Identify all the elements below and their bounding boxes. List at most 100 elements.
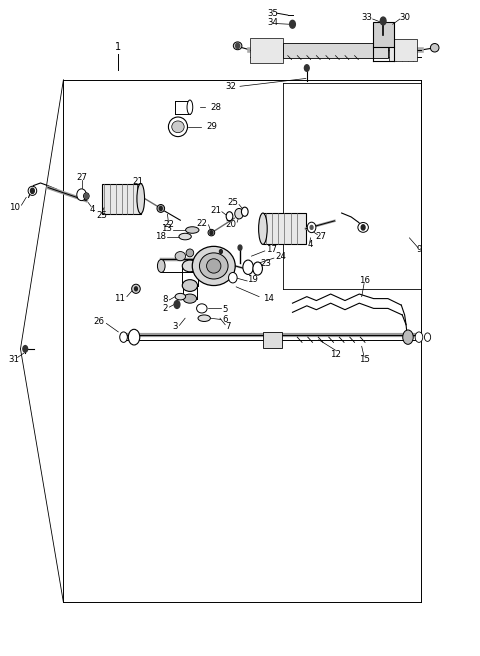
- Text: 12: 12: [330, 350, 341, 359]
- Ellipse shape: [243, 260, 253, 274]
- Ellipse shape: [233, 42, 242, 50]
- Circle shape: [210, 231, 213, 235]
- Ellipse shape: [182, 279, 198, 291]
- Ellipse shape: [175, 251, 186, 260]
- Ellipse shape: [403, 330, 413, 344]
- Text: 20: 20: [225, 220, 236, 230]
- Circle shape: [85, 194, 88, 198]
- Text: 14: 14: [263, 294, 274, 303]
- Circle shape: [31, 188, 34, 194]
- Text: 22: 22: [196, 219, 207, 228]
- Text: 6: 6: [222, 315, 228, 324]
- Text: 19: 19: [247, 274, 258, 283]
- Ellipse shape: [157, 259, 165, 272]
- Bar: [263, 213, 306, 245]
- Text: 27: 27: [76, 173, 87, 182]
- Text: 15: 15: [359, 355, 370, 364]
- Ellipse shape: [175, 293, 186, 300]
- Ellipse shape: [137, 184, 144, 214]
- Text: 10: 10: [10, 203, 21, 212]
- Text: 7: 7: [225, 322, 231, 331]
- Text: 26: 26: [93, 317, 104, 326]
- Text: 34: 34: [268, 18, 279, 27]
- Text: 35: 35: [268, 9, 279, 18]
- Text: 21: 21: [132, 176, 143, 186]
- Ellipse shape: [132, 284, 140, 293]
- Ellipse shape: [183, 294, 197, 303]
- Ellipse shape: [206, 258, 221, 273]
- Bar: [283, 43, 388, 58]
- Text: 23: 23: [261, 260, 272, 268]
- Bar: [372, 22, 394, 47]
- Ellipse shape: [241, 207, 248, 216]
- Text: 28: 28: [210, 103, 221, 112]
- Ellipse shape: [172, 121, 184, 133]
- Ellipse shape: [235, 209, 243, 219]
- Text: 25: 25: [227, 198, 238, 207]
- Text: 21: 21: [210, 206, 221, 215]
- Circle shape: [174, 300, 180, 308]
- Bar: [263, 332, 282, 348]
- Text: 4: 4: [308, 240, 313, 249]
- Ellipse shape: [182, 260, 198, 272]
- Circle shape: [236, 43, 240, 49]
- Text: 11: 11: [114, 294, 125, 303]
- Ellipse shape: [77, 189, 86, 201]
- Ellipse shape: [186, 227, 199, 234]
- Text: 5: 5: [222, 305, 228, 314]
- Ellipse shape: [187, 100, 193, 114]
- Ellipse shape: [128, 329, 140, 345]
- Ellipse shape: [168, 117, 188, 136]
- Ellipse shape: [217, 249, 225, 255]
- Ellipse shape: [84, 193, 89, 199]
- Circle shape: [134, 287, 137, 291]
- Ellipse shape: [186, 249, 194, 256]
- Ellipse shape: [157, 205, 165, 213]
- Circle shape: [380, 17, 386, 25]
- Text: 13: 13: [161, 224, 172, 234]
- Text: 18: 18: [155, 232, 166, 241]
- Text: 3: 3: [172, 322, 178, 331]
- Text: 2: 2: [162, 304, 168, 313]
- Ellipse shape: [228, 272, 237, 283]
- Ellipse shape: [253, 262, 263, 275]
- Text: 29: 29: [206, 122, 217, 131]
- Circle shape: [238, 245, 242, 251]
- Text: 25: 25: [96, 211, 107, 220]
- Circle shape: [361, 225, 365, 230]
- Ellipse shape: [208, 230, 215, 236]
- Text: 30: 30: [400, 13, 411, 22]
- Ellipse shape: [199, 253, 228, 279]
- Ellipse shape: [307, 222, 316, 233]
- Ellipse shape: [198, 315, 210, 321]
- Text: 22: 22: [163, 220, 174, 230]
- Text: 8: 8: [162, 295, 168, 304]
- Circle shape: [159, 207, 162, 211]
- Circle shape: [219, 250, 222, 253]
- Ellipse shape: [120, 332, 127, 342]
- Text: 17: 17: [266, 245, 277, 254]
- Bar: [389, 39, 417, 62]
- Ellipse shape: [192, 247, 235, 285]
- Circle shape: [310, 226, 313, 230]
- Circle shape: [304, 65, 309, 72]
- Ellipse shape: [28, 186, 36, 195]
- Circle shape: [23, 346, 28, 352]
- Text: 1: 1: [115, 42, 121, 52]
- Ellipse shape: [424, 333, 431, 341]
- Text: 24: 24: [276, 252, 287, 260]
- Text: 32: 32: [226, 82, 237, 91]
- Text: 27: 27: [316, 232, 326, 241]
- Ellipse shape: [415, 332, 423, 342]
- Text: 4: 4: [89, 205, 95, 214]
- Bar: [250, 38, 283, 63]
- Ellipse shape: [259, 213, 267, 245]
- Text: 31: 31: [8, 355, 19, 364]
- Text: 16: 16: [359, 276, 370, 285]
- Ellipse shape: [358, 222, 368, 232]
- Ellipse shape: [431, 43, 439, 52]
- Circle shape: [289, 20, 295, 28]
- Ellipse shape: [197, 304, 207, 313]
- Bar: [102, 184, 141, 214]
- Text: 9: 9: [416, 245, 421, 254]
